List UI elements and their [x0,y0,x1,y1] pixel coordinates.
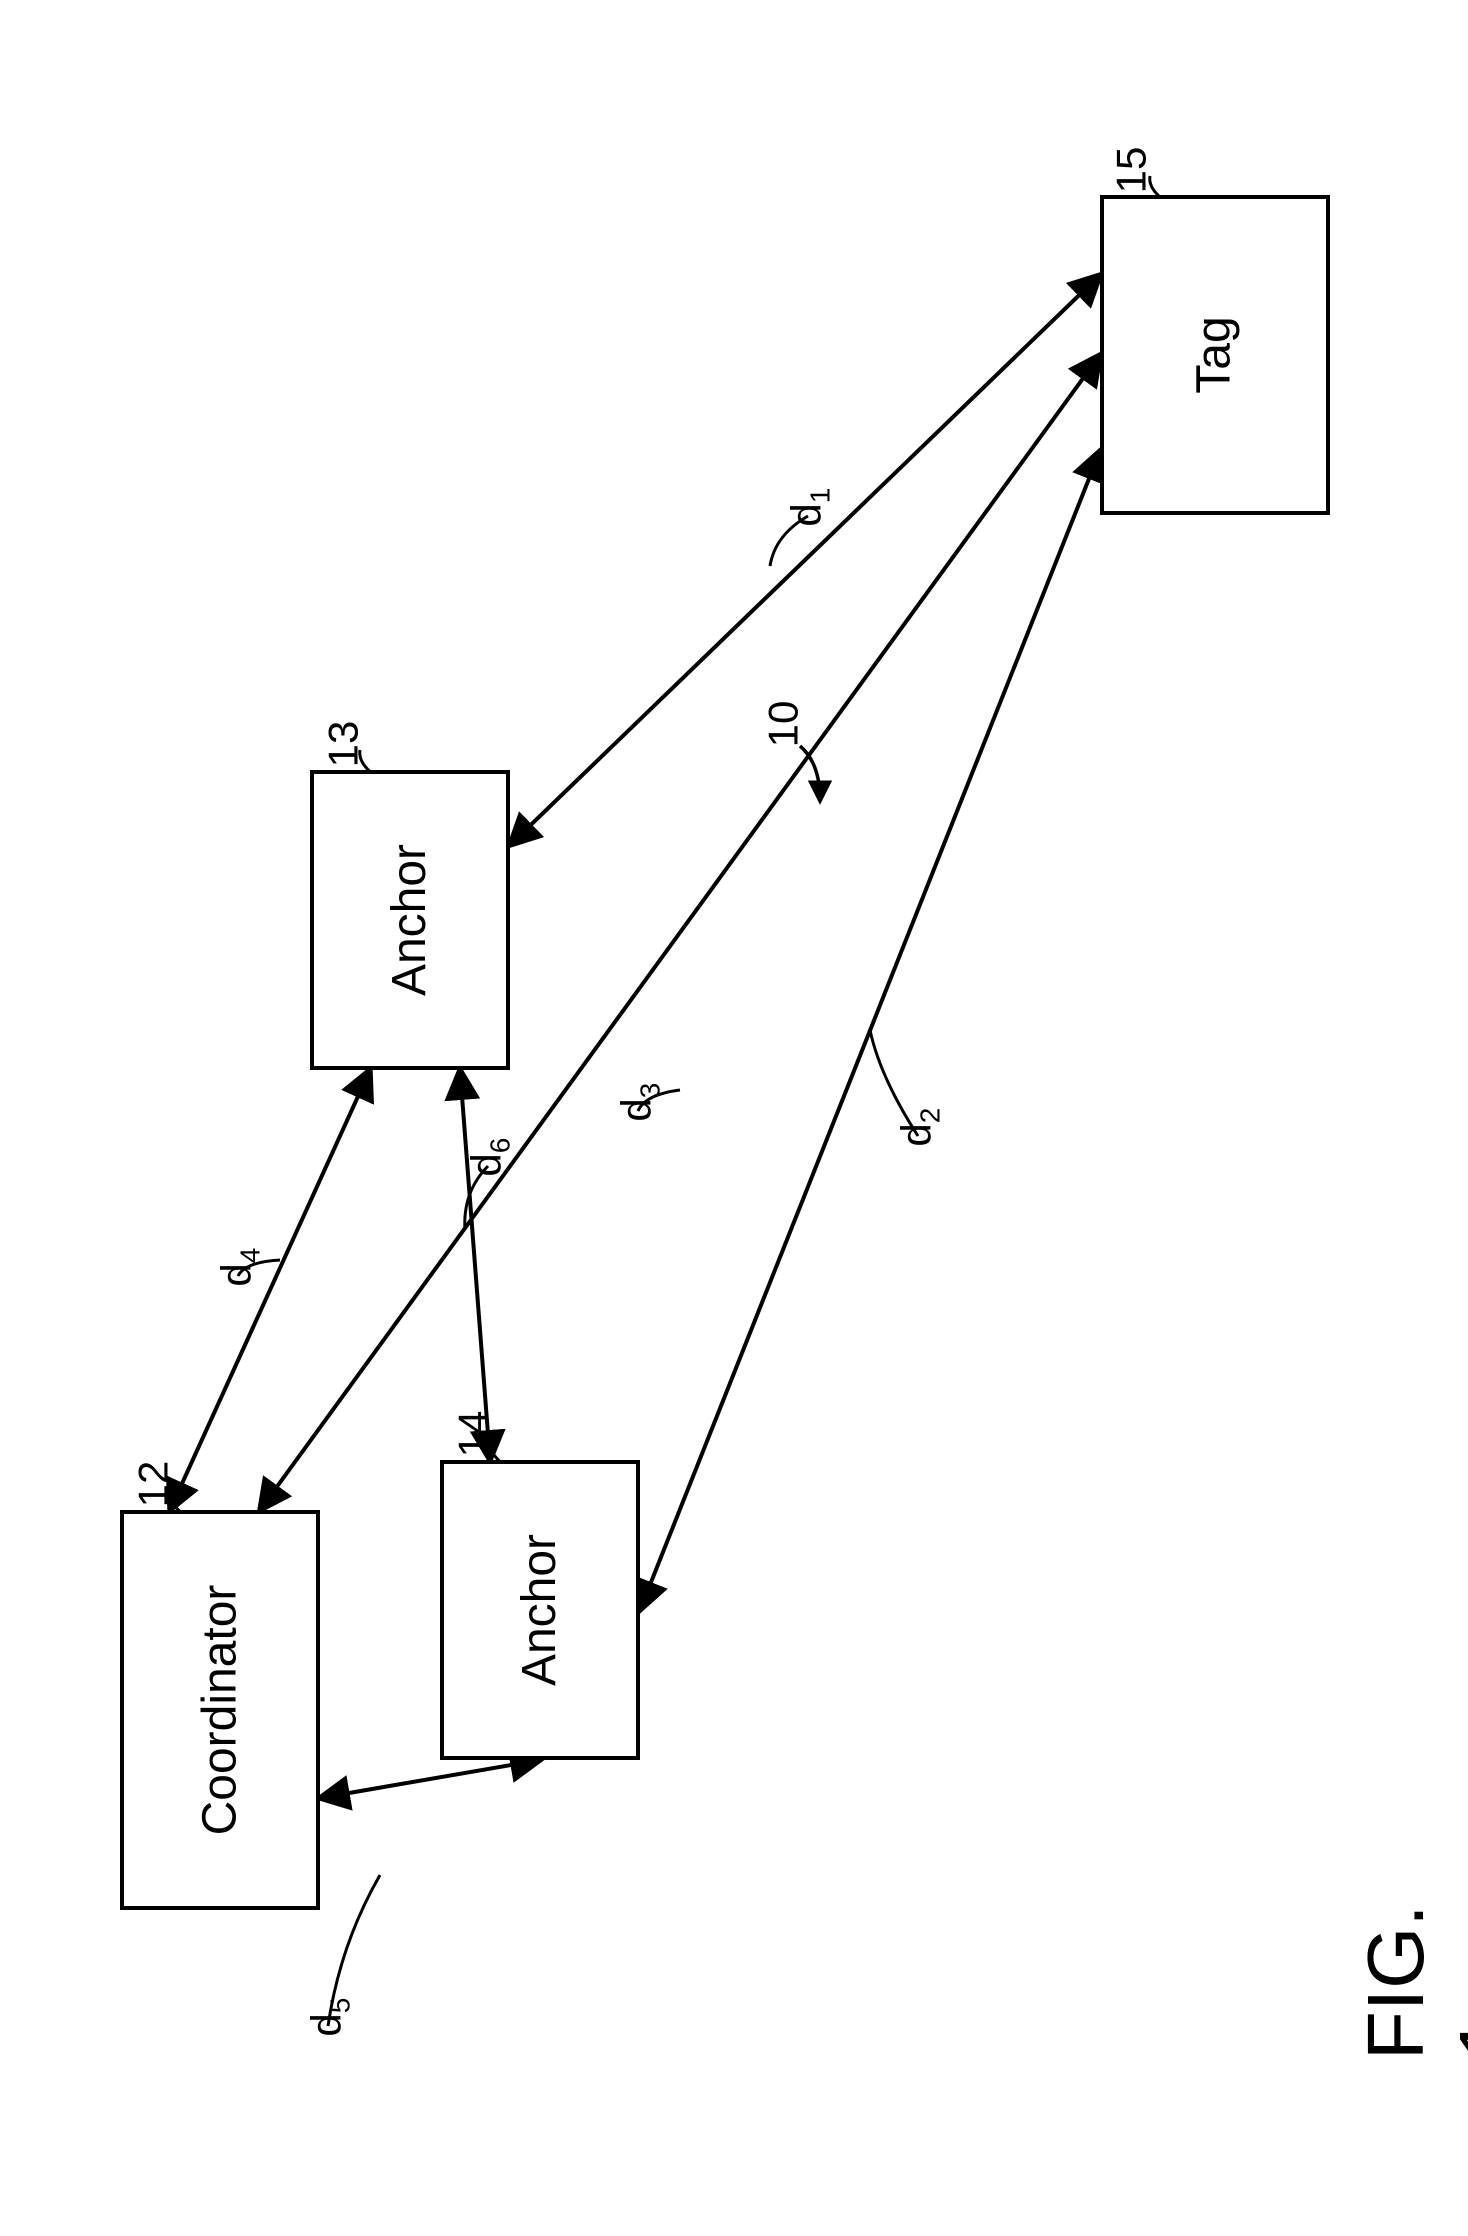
anchor13-node: Anchor [310,770,510,1070]
coordinator-label: Coordinator [196,1585,244,1836]
edge-d2 [640,451,1100,1610]
edge-label-d2: d2 [892,1108,946,1147]
edge-d4 [170,1070,370,1510]
system-ref: 10 [759,701,807,748]
anchor13-label: Anchor [386,844,434,996]
tag-label: Tag [1191,316,1239,393]
edge-label-d3: d3 [612,1083,666,1122]
coordinator-node: Coordinator [120,1510,320,1910]
edge-d6 [460,1070,490,1460]
anchor13-ref: 13 [319,721,367,768]
figure-label: FIG. 1 [1350,1904,1468,2060]
anchor14-label: Anchor [516,1534,564,1686]
diagram-container: Coordinator 12 Anchor 13 Anchor 14 Tag 1… [0,0,1468,2236]
edge-label-d4: d4 [212,1248,266,1287]
edge-label-d5: d5 [302,1998,356,2037]
anchor14-ref: 14 [449,1411,497,1458]
edge-label-d1: d1 [782,488,836,527]
anchor14-node: Anchor [440,1460,640,1760]
coordinator-ref: 12 [129,1461,177,1508]
tag-ref: 15 [1107,147,1155,194]
edge-label-d6: d6 [462,1138,516,1177]
edge-d1 [510,275,1100,845]
tag-node: Tag [1100,195,1330,515]
edge-d5 [320,1760,540,1798]
